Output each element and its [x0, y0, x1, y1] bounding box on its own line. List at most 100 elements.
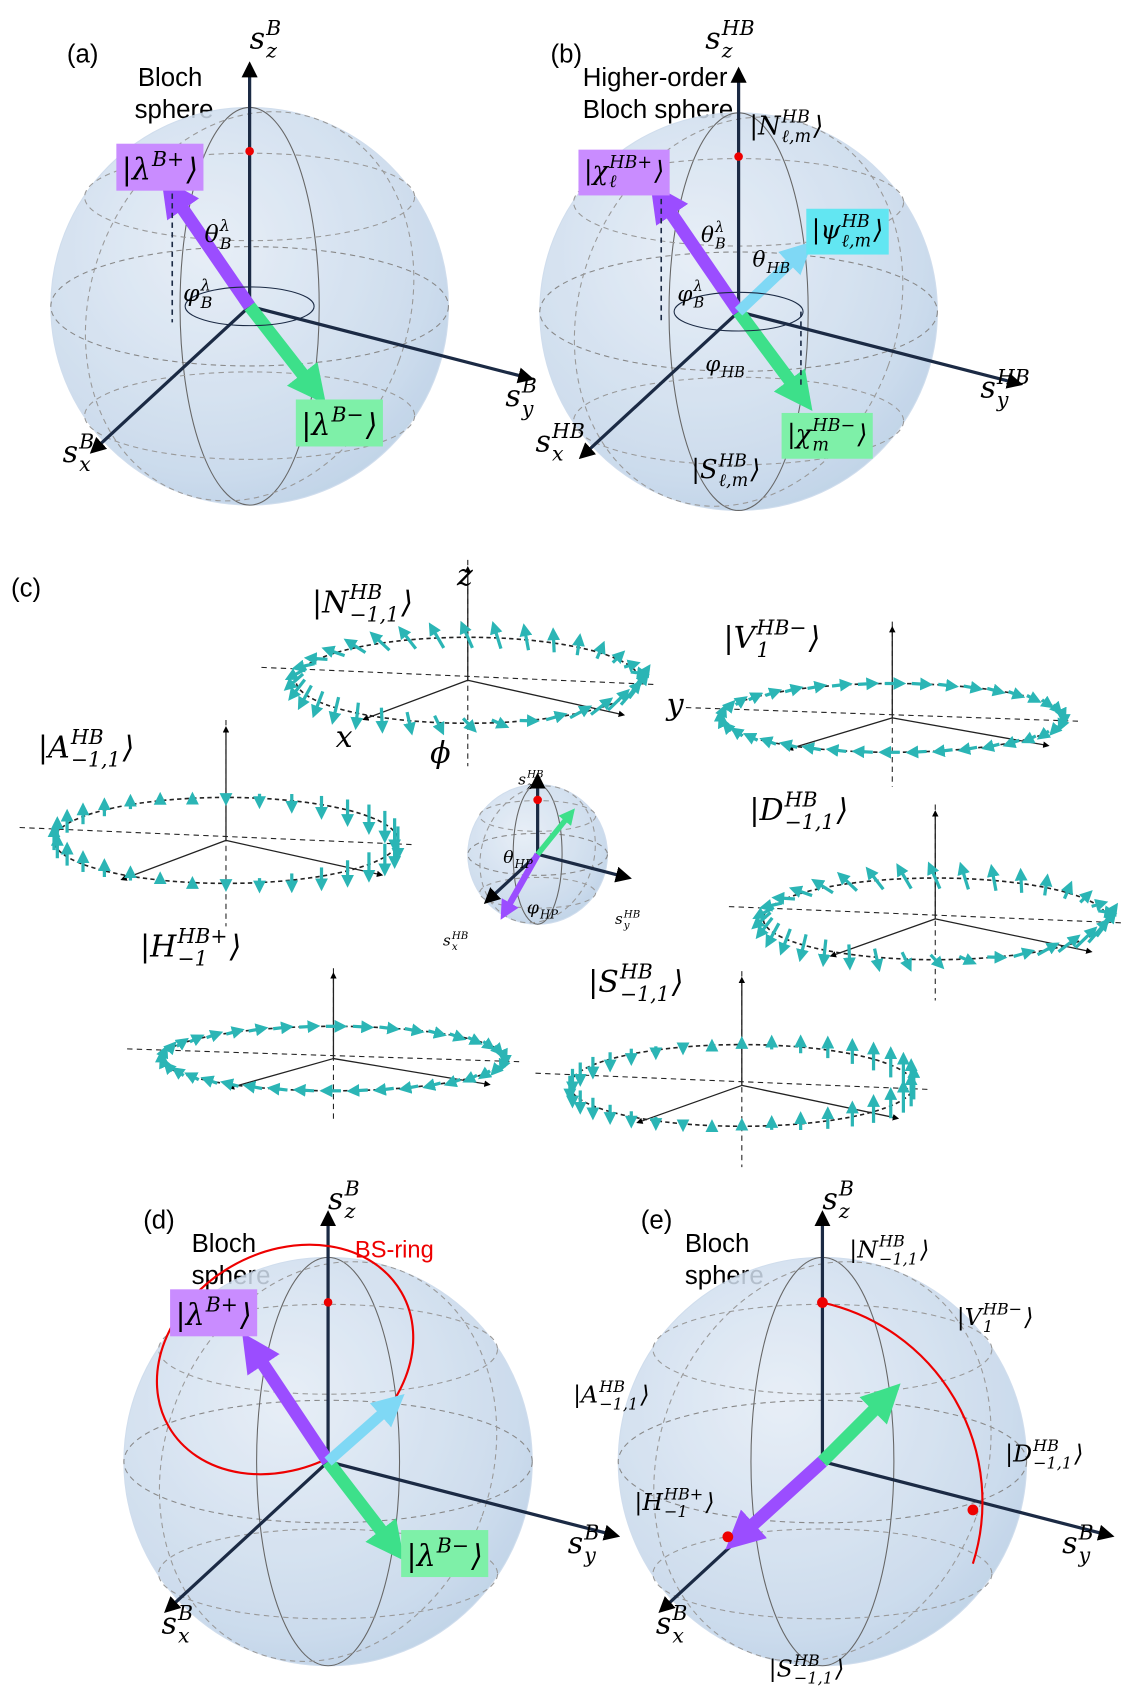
- label-sub: −1,1: [879, 1249, 918, 1268]
- label-sub: x: [672, 1624, 684, 1648]
- line: [875, 949, 879, 966]
- line: [353, 1026, 368, 1027]
- label-end: ⟩: [122, 731, 135, 766]
- label-sup: λ: [714, 219, 724, 236]
- line: [1092, 903, 1102, 906]
- line: [785, 744, 797, 747]
- line: [123, 840, 226, 879]
- label-sub: z: [344, 1199, 356, 1223]
- line: [964, 686, 977, 688]
- label-end: ⟩: [671, 965, 684, 1000]
- label: sHBy: [980, 365, 1029, 412]
- label-base: |λ: [122, 152, 151, 187]
- line: [686, 708, 1081, 722]
- line: [832, 750, 846, 752]
- line: [483, 1071, 490, 1076]
- line: [870, 872, 884, 890]
- line: [789, 718, 892, 749]
- line: [613, 655, 621, 663]
- line: [824, 940, 826, 961]
- line: [832, 684, 846, 686]
- line: [1009, 692, 1020, 696]
- line: [808, 747, 821, 749]
- label-end: ⟩: [400, 586, 413, 621]
- line: [858, 684, 873, 685]
- line: [226, 1083, 238, 1086]
- label-base: s: [568, 1526, 583, 1561]
- line: [964, 747, 977, 749]
- label: |λB+⟩: [170, 1289, 257, 1336]
- line: [639, 1085, 742, 1122]
- line: [226, 840, 381, 874]
- label-sup: B: [671, 1601, 687, 1625]
- label-end: ⟩: [1073, 1440, 1083, 1468]
- line: [858, 751, 873, 752]
- label-sub: x: [452, 942, 458, 953]
- line: [987, 688, 999, 691]
- label-base: s: [705, 21, 720, 56]
- line: [535, 1073, 930, 1089]
- label-end: ⟩: [834, 1655, 844, 1683]
- label: |DHB−1,1⟩: [749, 787, 848, 834]
- line: [298, 664, 315, 668]
- label-sub: −1: [177, 946, 207, 970]
- line: [938, 684, 952, 686]
- label-base: s: [535, 424, 550, 459]
- line: [912, 684, 927, 685]
- label-sub: z: [526, 781, 533, 792]
- label-base: x: [336, 720, 353, 755]
- label: x: [336, 720, 353, 755]
- label-sup: HB−: [755, 615, 806, 639]
- label-sup: λ: [200, 275, 211, 294]
- line: [333, 1059, 488, 1085]
- label: θλB: [701, 219, 726, 252]
- label-base: θ: [701, 223, 714, 248]
- label-sup: HB: [781, 108, 810, 128]
- label-end: ⟩: [919, 1235, 929, 1263]
- line: [721, 710, 723, 715]
- line: [785, 688, 797, 691]
- label: |VHB−1⟩: [957, 1299, 1034, 1336]
- line: [849, 944, 850, 964]
- label-base: s: [1062, 1526, 1077, 1561]
- line: [721, 721, 723, 726]
- line: [765, 740, 776, 744]
- label-sub: ℓ,m: [719, 471, 748, 491]
- label-sub: y: [521, 396, 534, 420]
- label-base: |N: [849, 1235, 879, 1264]
- label-base: s: [615, 910, 623, 928]
- line: [177, 1042, 184, 1047]
- line: [1061, 721, 1063, 726]
- label: |χHB−m⟩: [782, 413, 873, 459]
- line: [1080, 895, 1088, 903]
- label: |SHB−1,1⟩: [588, 959, 683, 1006]
- label: sBx: [161, 1601, 193, 1648]
- label-sub: y: [1078, 1543, 1091, 1567]
- line: [291, 669, 307, 677]
- line: [495, 1066, 500, 1071]
- line: [428, 1031, 440, 1034]
- line: [301, 685, 311, 704]
- label-base: s: [161, 1607, 176, 1642]
- label-sup: B: [521, 374, 537, 398]
- label-sup: HB−: [982, 1299, 1022, 1318]
- line: [1042, 700, 1049, 705]
- label: φλB: [677, 278, 704, 311]
- label-sup: HB: [793, 1651, 820, 1670]
- label-sup: B+: [205, 1293, 238, 1317]
- line: [428, 1083, 440, 1086]
- label-end: ⟩: [365, 408, 378, 443]
- line: [808, 686, 821, 688]
- line: [468, 1075, 477, 1079]
- label-sub: HB: [766, 260, 791, 277]
- line: [356, 703, 358, 724]
- text: (e): [641, 1206, 673, 1234]
- label-base: s: [63, 435, 78, 470]
- line: [992, 870, 996, 891]
- line: [1021, 874, 1022, 893]
- label-base: s: [980, 371, 995, 406]
- point: [817, 1297, 828, 1308]
